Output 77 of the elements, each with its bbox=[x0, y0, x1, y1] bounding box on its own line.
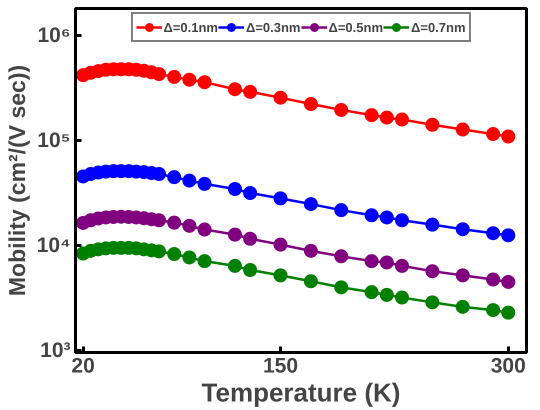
point bbox=[304, 274, 318, 288]
point bbox=[274, 238, 288, 252]
point bbox=[243, 84, 258, 99]
point bbox=[167, 70, 182, 84]
point bbox=[228, 258, 242, 273]
point bbox=[394, 213, 409, 228]
point bbox=[425, 295, 440, 310]
point bbox=[243, 186, 258, 200]
point bbox=[152, 167, 166, 182]
point bbox=[228, 182, 242, 196]
point bbox=[364, 285, 379, 300]
legend-label: Δ=0.7nm bbox=[411, 20, 466, 34]
point bbox=[228, 228, 242, 242]
point bbox=[274, 191, 288, 206]
point bbox=[167, 247, 182, 262]
point bbox=[364, 254, 379, 268]
point bbox=[456, 122, 470, 137]
point bbox=[425, 118, 440, 132]
point bbox=[425, 218, 440, 232]
point bbox=[394, 290, 409, 305]
point bbox=[380, 110, 394, 125]
point bbox=[182, 72, 196, 87]
point bbox=[364, 208, 379, 222]
point bbox=[198, 222, 212, 237]
legend-label: Δ=0.1nm bbox=[163, 20, 218, 34]
point bbox=[364, 108, 379, 122]
point bbox=[334, 280, 348, 294]
point bbox=[304, 197, 318, 212]
y-tick-label: 10⁵ bbox=[37, 128, 71, 152]
x-axis-title: Temperature (K) bbox=[202, 378, 400, 408]
point bbox=[274, 268, 288, 282]
point bbox=[456, 222, 470, 236]
point bbox=[198, 176, 212, 191]
point bbox=[167, 216, 182, 230]
x-tick-label: 150 bbox=[262, 354, 298, 378]
point bbox=[304, 97, 318, 112]
point bbox=[243, 263, 258, 277]
point bbox=[380, 255, 394, 270]
point bbox=[486, 127, 500, 142]
point bbox=[501, 274, 516, 289]
point bbox=[304, 244, 318, 258]
y-tick-label: 10⁴ bbox=[36, 234, 71, 258]
point bbox=[334, 102, 348, 117]
point bbox=[501, 130, 516, 144]
point bbox=[228, 82, 242, 96]
legend-label: Δ=0.5nm bbox=[328, 20, 384, 34]
x-tick-label: 20 bbox=[71, 354, 95, 378]
point bbox=[152, 213, 166, 228]
point bbox=[380, 210, 394, 224]
point bbox=[334, 203, 348, 218]
legend-label: Δ=0.3nm bbox=[246, 20, 300, 34]
point bbox=[486, 303, 500, 318]
point bbox=[394, 112, 409, 127]
point bbox=[394, 258, 409, 273]
point bbox=[486, 226, 500, 240]
point bbox=[501, 306, 516, 320]
point bbox=[182, 218, 196, 233]
x-tick-label: 300 bbox=[490, 354, 526, 378]
point bbox=[198, 254, 212, 268]
y-tick-label: 10³ bbox=[40, 339, 71, 362]
point bbox=[182, 250, 196, 264]
point bbox=[274, 90, 288, 105]
point bbox=[425, 264, 440, 278]
point bbox=[152, 67, 166, 82]
point bbox=[182, 174, 196, 188]
point bbox=[198, 75, 212, 90]
point bbox=[501, 228, 516, 242]
point bbox=[380, 288, 394, 302]
y-tick-label: 10⁶ bbox=[37, 24, 71, 47]
point bbox=[486, 272, 500, 286]
y-axis-title: Mobility (cm²/(V sec)) bbox=[4, 64, 30, 296]
point bbox=[167, 170, 182, 184]
point bbox=[456, 268, 470, 282]
point bbox=[456, 300, 470, 314]
point bbox=[334, 249, 348, 264]
point bbox=[243, 232, 258, 246]
point bbox=[152, 244, 166, 258]
